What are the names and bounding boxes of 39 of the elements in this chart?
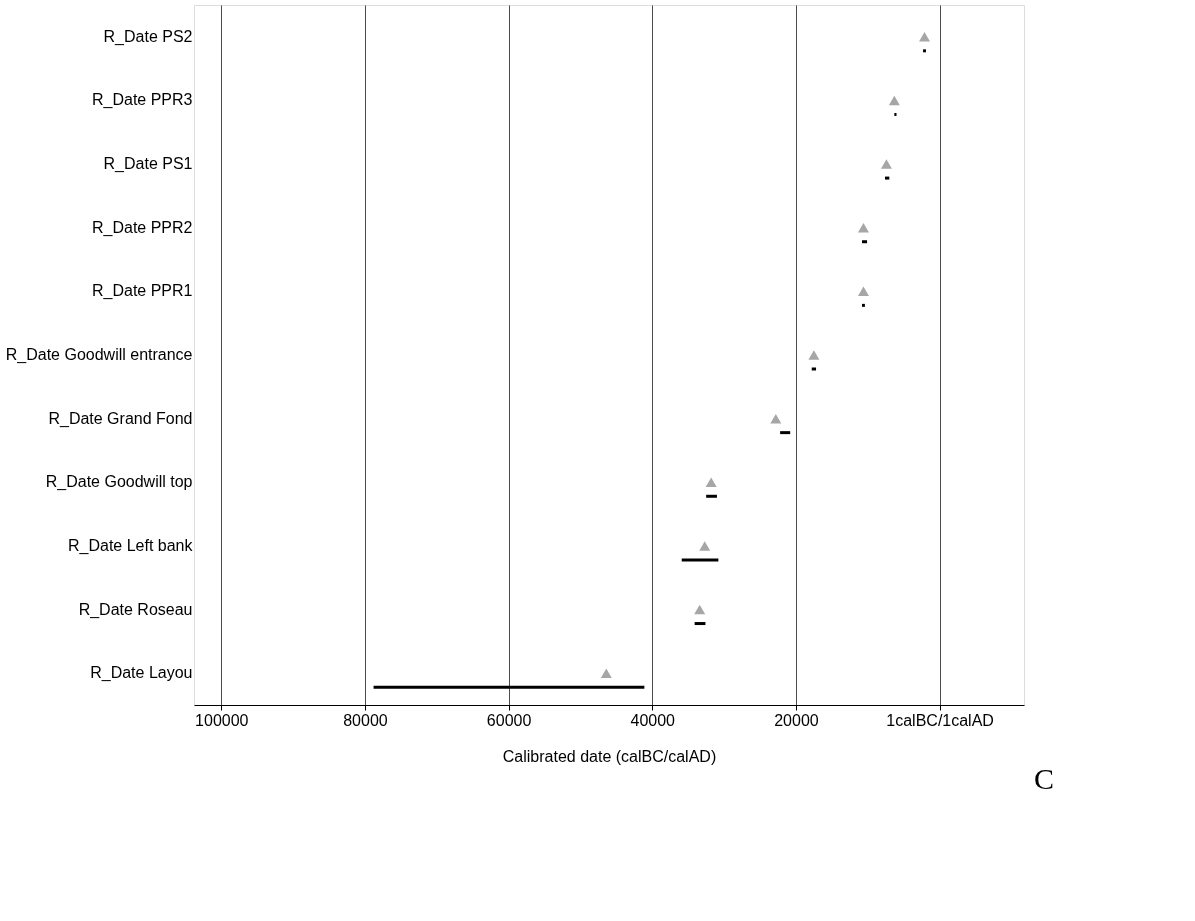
point <box>808 350 820 360</box>
y-tick-label: R_Date Goodwill top <box>45 473 193 492</box>
bar <box>681 558 719 562</box>
point <box>694 604 706 615</box>
y-tick-label: R_Date PS2 <box>103 27 193 46</box>
bar <box>706 494 717 498</box>
point <box>770 413 782 424</box>
y-tick-label: R_Date Layou <box>90 664 193 683</box>
y-tick-label: R_Date PPR3 <box>92 91 193 110</box>
bar <box>780 431 791 435</box>
x-tick-label: 40000 <box>630 711 676 729</box>
bar <box>862 240 868 244</box>
point <box>705 477 717 488</box>
x-axis-title: Calibrated date (calBC/calAD) <box>502 747 717 765</box>
bar <box>894 112 897 116</box>
x-tick-label: 1calBC/1calAD <box>886 711 994 729</box>
bar <box>694 622 706 626</box>
bar <box>811 367 817 371</box>
text: C <box>1033 762 1054 795</box>
point <box>880 159 892 169</box>
point <box>857 286 869 297</box>
x-tick-label: 80000 <box>343 711 388 729</box>
x-tick-label: 60000 <box>486 711 532 729</box>
bar <box>923 49 926 53</box>
y-tick-label: R_Date Grand Fond <box>48 409 193 428</box>
y-tick-label: R_Date PS1 <box>103 155 193 174</box>
bar <box>862 303 865 307</box>
y-tick-label: R_Date Goodwill entrance <box>5 346 193 364</box>
x-tick-label: 20000 <box>774 711 819 729</box>
y-tick-label: R_Date PPR1 <box>92 282 193 301</box>
point <box>888 95 900 106</box>
point <box>699 541 711 551</box>
y-tick-label: R_Date Roseau <box>78 600 193 619</box>
point <box>600 668 612 678</box>
y-tick-label: R_Date Left bank <box>67 536 194 555</box>
bar <box>885 176 890 180</box>
y-tick-label: R_Date PPR2 <box>92 218 193 237</box>
x-tick-label: 100000 <box>195 711 249 729</box>
point <box>919 32 930 42</box>
